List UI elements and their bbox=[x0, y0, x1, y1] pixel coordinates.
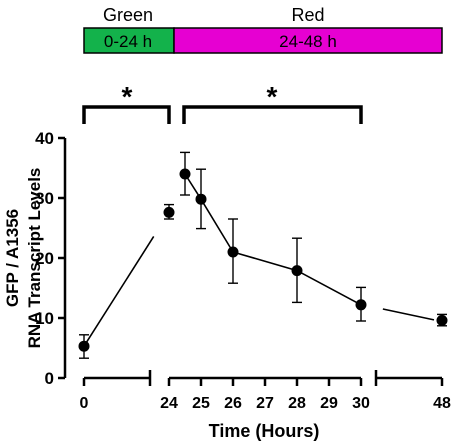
x-tick-label: 24 bbox=[160, 395, 178, 412]
x-tick-label: 25 bbox=[192, 395, 210, 412]
significance-bracket-late bbox=[182, 105, 363, 124]
green-phase-range: 0-24 h bbox=[104, 32, 152, 51]
x-axis-title: Time (Hours) bbox=[209, 421, 320, 441]
y-tick-label: 20 bbox=[35, 249, 54, 268]
significance-bracket-early bbox=[82, 105, 171, 124]
x-axis-ticks: 0 24 25 26 27 28 29 30 48 bbox=[80, 378, 451, 412]
x-tick-label: 0 bbox=[80, 395, 89, 412]
data-lines bbox=[83, 173, 435, 347]
data-point bbox=[355, 299, 367, 311]
x-tick-label: 29 bbox=[320, 395, 338, 412]
green-phase-title: Green bbox=[103, 5, 153, 25]
x-tick-label: 48 bbox=[433, 395, 451, 412]
data-point bbox=[291, 265, 303, 277]
significance-star-early: * bbox=[122, 81, 133, 112]
y-tick-label: 40 bbox=[35, 129, 54, 148]
data-point bbox=[78, 340, 90, 352]
data-point bbox=[163, 206, 175, 218]
y-tick-label: 0 bbox=[45, 369, 54, 388]
x-tick-label: 28 bbox=[288, 395, 306, 412]
red-phase-title: Red bbox=[291, 5, 324, 25]
y-axis-title-line1: GFP / A1356 bbox=[3, 209, 22, 307]
y-axis-ticks: 0 10 20 30 40 bbox=[35, 129, 65, 388]
y-tick-label: 10 bbox=[35, 309, 54, 328]
data-point bbox=[227, 246, 239, 258]
significance-star-late: * bbox=[267, 81, 278, 112]
series-line-segment bbox=[83, 236, 155, 347]
data-point bbox=[195, 193, 207, 205]
data-points bbox=[78, 168, 448, 352]
green-phase-box bbox=[83, 27, 175, 54]
y-tick-label: 30 bbox=[35, 189, 54, 208]
data-point bbox=[179, 168, 191, 180]
series-line-segment bbox=[382, 308, 435, 321]
y-axis-title-line2: RNA Transcript Levels bbox=[25, 168, 44, 349]
x-tick-label: 30 bbox=[352, 395, 370, 412]
data-point bbox=[436, 314, 448, 326]
error-bars bbox=[79, 151, 447, 359]
red-phase-box bbox=[173, 27, 443, 54]
red-phase-range: 24-48 h bbox=[279, 32, 337, 51]
x-tick-label: 27 bbox=[256, 395, 274, 412]
x-tick-label: 26 bbox=[224, 395, 242, 412]
series-line bbox=[184, 173, 362, 306]
